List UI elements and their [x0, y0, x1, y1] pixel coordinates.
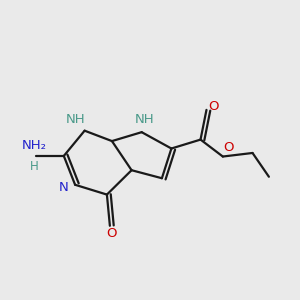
Text: N: N — [59, 181, 69, 194]
Text: O: O — [209, 100, 219, 113]
Text: NH: NH — [135, 113, 155, 126]
Text: NH: NH — [66, 113, 86, 126]
Text: NH₂: NH₂ — [22, 139, 46, 152]
Text: O: O — [223, 141, 233, 154]
Text: H: H — [30, 160, 38, 173]
Text: O: O — [106, 227, 117, 240]
